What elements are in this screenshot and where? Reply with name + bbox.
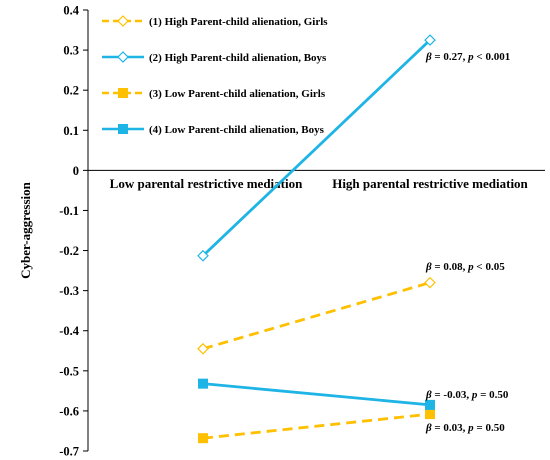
y-tick-label: -0.4 [59,324,80,338]
data-point-marker [198,378,208,389]
x-category-label: High parental restrictive mediation [332,176,528,191]
data-point-marker [117,15,129,27]
y-tick-label: -0.2 [59,244,79,258]
data-point-marker [118,88,128,98]
y-tick-label: 0 [73,164,79,178]
beta-annotation: β = 0.03, p = 0.50 [425,422,505,434]
beta-annotation: β = -0.03, p = 0.50 [425,389,509,401]
y-tick-label: -0.1 [59,204,79,218]
data-point-marker [198,433,208,444]
legend-label: (1) High Parent-child alienation, Girls [149,16,328,28]
y-tick-label: 0.3 [63,44,79,58]
series-line [202,412,431,440]
legend-label: (2) High Parent-child alienation, Boys [149,52,327,64]
legend-label: (3) Low Parent-child alienation, Girls [149,88,326,100]
series-line [202,281,431,351]
data-point-marker [197,342,209,355]
data-point-marker [118,124,128,134]
y-tick-label: -0.3 [59,284,79,298]
y-tick-label: 0.2 [63,84,79,98]
y-tick-label: 0.1 [63,124,79,138]
data-point-marker [425,399,435,410]
data-point-marker [424,34,436,46]
data-point-marker [117,51,129,63]
series-line [202,39,431,257]
x-category-label: Low parental restrictive mediation [110,176,303,191]
legend-label: (4) Low Parent-child alienation, Boys [149,124,325,136]
beta-annotation: β = 0.27, p < 0.001 [425,51,510,63]
y-axis-label: Cyber-aggression [18,181,33,279]
data-point-marker [197,249,209,262]
data-point-marker [424,276,436,289]
y-tick-label: -0.6 [59,404,79,418]
y-tick-label: 0.4 [63,4,79,18]
beta-annotation: β = 0.08, p < 0.05 [425,261,505,273]
y-tick-label: -0.7 [59,445,79,459]
data-point-marker [425,409,435,420]
series-line [202,382,431,407]
y-tick-label: -0.5 [59,364,79,378]
